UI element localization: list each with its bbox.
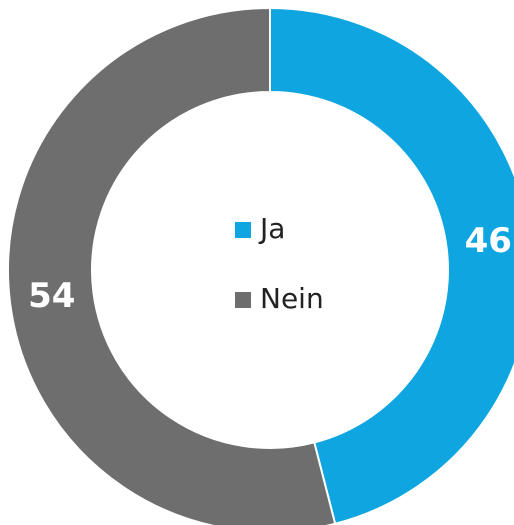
legend-label: Nein [260, 282, 324, 315]
legend-swatch [235, 222, 251, 238]
legend-swatch [235, 292, 251, 308]
donut-slice [7, 6, 337, 525]
data-label: 54 [28, 276, 75, 316]
data-label: 46 [465, 221, 512, 261]
donut-slice [269, 6, 514, 525]
legend-label: Ja [258, 212, 285, 245]
